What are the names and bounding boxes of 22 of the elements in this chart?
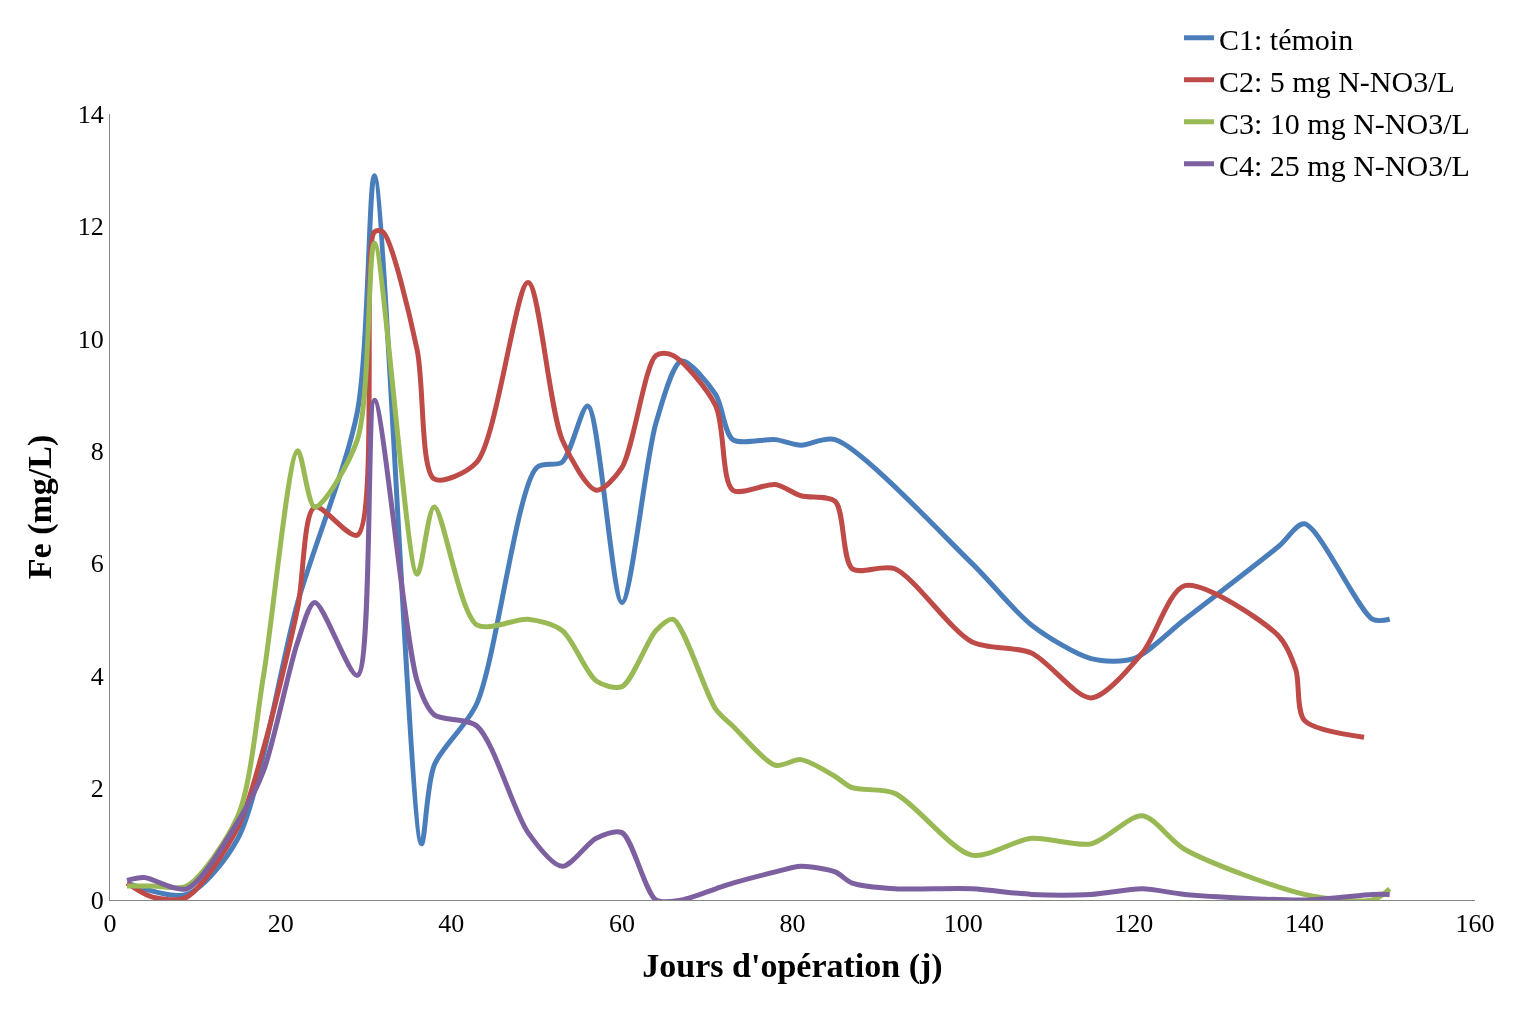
legend-label: C2: 5 mg N-NO3/L [1219, 64, 1455, 98]
y-tick-label: 6 [90, 549, 104, 579]
x-tick-label: 60 [608, 909, 635, 939]
x-tick-label: 20 [267, 909, 294, 939]
y-axis-title: Fe (mg/L) [21, 434, 60, 580]
legend-label: C3: 10 mg N-NO3/L [1219, 106, 1470, 140]
x-tick-label: 100 [943, 909, 983, 939]
y-tick-label: 4 [90, 661, 104, 691]
x-tick-label: 160 [1455, 909, 1495, 939]
y-tick-label: 8 [90, 436, 104, 466]
x-axis-title: Jours d'opération (j) [642, 946, 943, 985]
y-tick-label: 12 [77, 212, 104, 242]
y-tick-label: 10 [77, 324, 104, 354]
legend-label: C4: 25 mg N-NO3/L [1219, 148, 1470, 182]
y-tick-label: 14 [77, 100, 104, 130]
x-tick-label: 120 [1114, 909, 1154, 939]
x-tick-label: 80 [779, 909, 806, 939]
y-tick-label: 0 [90, 886, 104, 916]
x-tick-label: 40 [438, 909, 465, 939]
y-tick-label: 2 [90, 773, 104, 803]
legend-label: C1: témoin [1219, 22, 1354, 56]
x-tick-label: 140 [1284, 909, 1324, 939]
